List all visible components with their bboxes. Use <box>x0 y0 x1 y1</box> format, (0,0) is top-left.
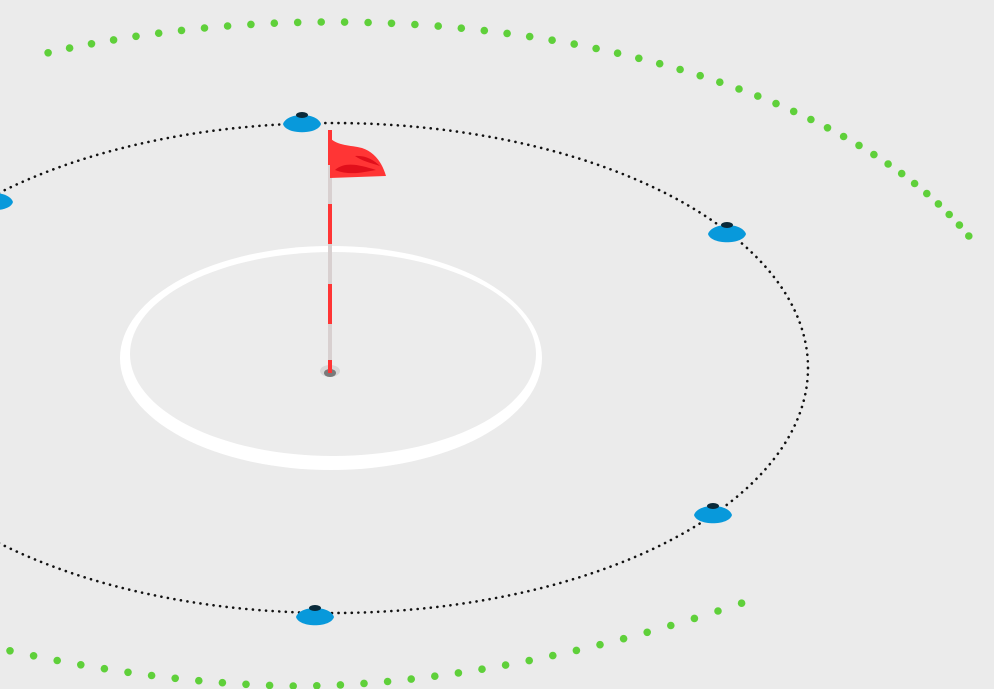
green-dot <box>823 124 832 132</box>
green-dot <box>870 150 878 159</box>
green-dot <box>525 32 534 41</box>
green-dot <box>655 59 664 68</box>
green-dot <box>177 26 186 35</box>
green-dot <box>242 680 250 689</box>
green-dot <box>313 682 321 689</box>
green-dot <box>289 682 297 689</box>
green-dot <box>945 210 953 219</box>
cone-icon <box>694 503 732 524</box>
outer-green-dotted-arc-top <box>44 18 973 240</box>
green-dot <box>501 661 510 669</box>
green-dot <box>696 71 704 80</box>
green-dot <box>457 24 466 32</box>
green-dot <box>910 179 919 188</box>
green-dot <box>454 669 463 677</box>
green-dot <box>77 661 85 669</box>
green-dot <box>317 18 326 26</box>
green-dot <box>336 681 345 689</box>
green-dot <box>923 189 931 198</box>
green-dot <box>200 24 209 32</box>
green-dot <box>714 607 722 615</box>
green-dot <box>270 19 279 28</box>
green-dot <box>839 132 848 141</box>
green-dot <box>548 36 556 44</box>
green-dot <box>218 678 227 687</box>
green-dot <box>223 22 232 30</box>
green-dot <box>154 29 163 37</box>
green-dot <box>407 675 416 683</box>
green-dot <box>884 160 892 168</box>
cone-icon <box>296 605 334 626</box>
green-dot <box>570 40 578 48</box>
green-dot <box>383 677 392 686</box>
green-dot <box>132 32 140 41</box>
green-dot <box>772 99 780 108</box>
dotted-target-circle <box>0 121 810 615</box>
flag-icon <box>320 130 386 377</box>
green-dot <box>955 221 964 229</box>
cone-icon <box>708 222 746 243</box>
green-dot <box>592 44 600 53</box>
green-dot <box>503 29 511 38</box>
training-cones <box>0 112 746 626</box>
green-dot <box>480 26 489 35</box>
green-dot <box>549 651 557 660</box>
green-dot <box>613 49 622 57</box>
outer-green-dotted-arc-bottom <box>6 599 746 689</box>
green-dot <box>737 599 746 607</box>
green-dot <box>6 647 14 655</box>
green-dot <box>53 656 61 665</box>
green-dot <box>478 665 486 673</box>
green-dot <box>87 40 96 48</box>
green-dot <box>387 19 396 28</box>
green-dot <box>525 656 533 665</box>
green-dot <box>434 22 443 30</box>
green-dot <box>716 78 724 86</box>
green-dot <box>789 107 798 116</box>
green-dot <box>100 664 109 673</box>
green-dot <box>735 85 743 93</box>
green-dot <box>265 681 274 689</box>
flag-pole <box>328 130 332 373</box>
green-dot <box>411 20 419 29</box>
green-dot <box>124 668 132 677</box>
cone-icon <box>283 112 321 133</box>
green-dot <box>340 18 349 26</box>
green-dot <box>360 679 368 688</box>
green-dot <box>667 621 675 630</box>
green-dot <box>364 18 372 27</box>
green-dot <box>29 652 38 660</box>
green-dot <box>247 20 255 29</box>
green-dot <box>690 614 699 623</box>
green-dot <box>293 18 302 27</box>
green-dot <box>855 141 863 150</box>
green-dot <box>596 640 604 649</box>
green-dot <box>643 628 651 637</box>
cone-icon <box>0 193 13 210</box>
green-dot <box>965 232 973 240</box>
green-dot <box>619 634 628 643</box>
green-dot <box>44 49 52 57</box>
green-dot <box>572 646 581 655</box>
green-dot <box>147 671 156 680</box>
green-dot <box>934 200 943 208</box>
green-dot <box>109 36 118 44</box>
green-dot <box>65 44 74 52</box>
green-dot <box>754 92 762 100</box>
green-dot <box>897 169 906 178</box>
green-dot <box>431 672 439 680</box>
green-dot <box>171 674 179 683</box>
green-dot <box>807 115 815 124</box>
green-dot <box>635 54 643 63</box>
green-dot <box>676 65 684 74</box>
green-dot <box>195 676 203 685</box>
